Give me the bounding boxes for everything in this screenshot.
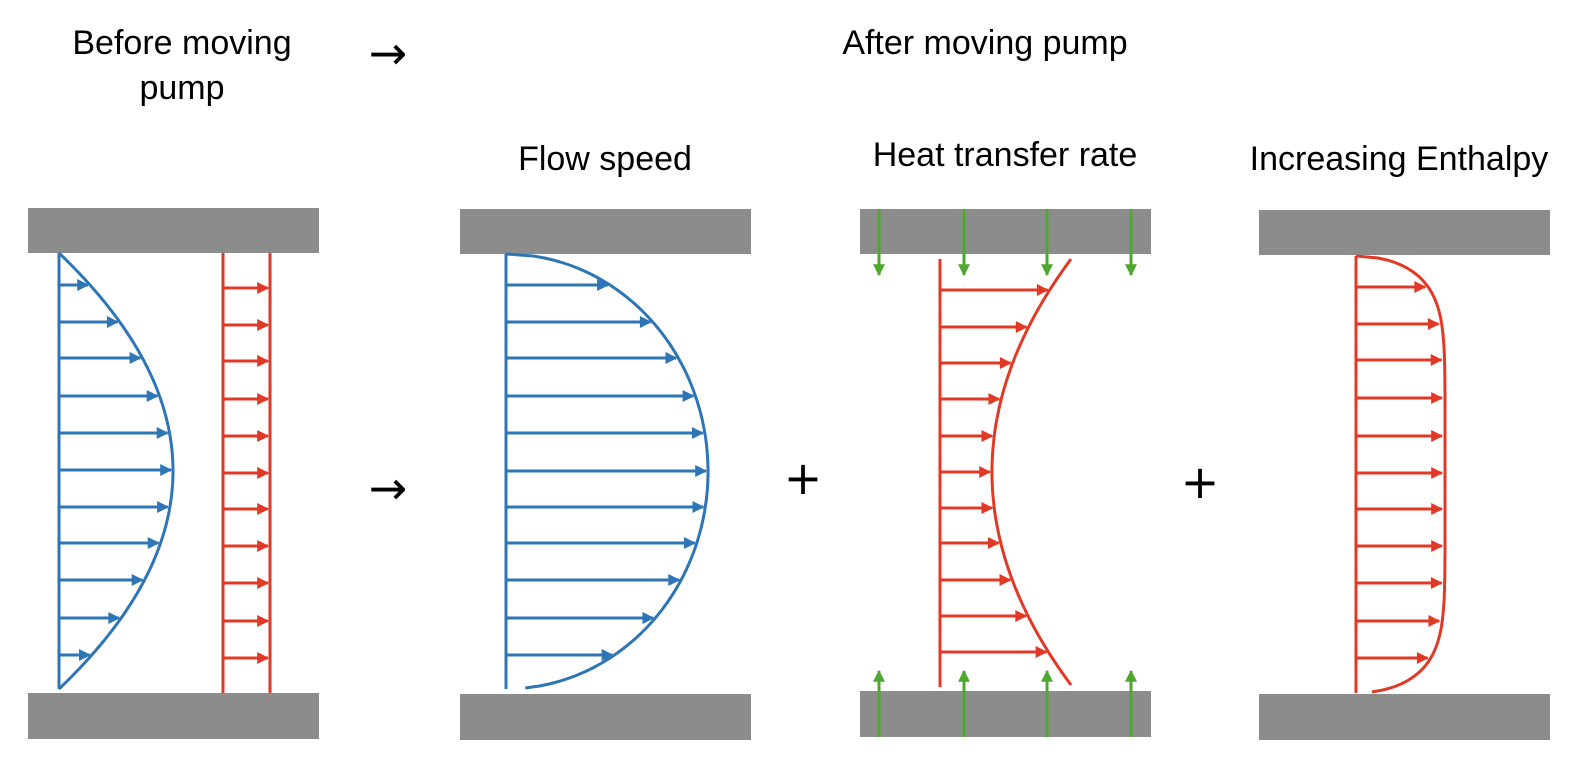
panel-before — [28, 208, 319, 739]
enthalpy-title: Increasing Enthalpy — [1250, 140, 1549, 178]
before-title-line2: pump — [139, 69, 224, 107]
heat-rate-curve — [990, 258, 1073, 686]
heat-transfer-profile — [938, 258, 1073, 687]
panel-enthalpy — [1259, 210, 1550, 740]
flow-profile-blue — [57, 251, 175, 691]
heat-transfer-title: Heat transfer rate — [873, 136, 1138, 174]
flow-speed-profile — [504, 252, 710, 690]
top-wall — [28, 208, 319, 253]
panel-flow-speed — [460, 209, 751, 740]
heat-flux-arrows — [873, 209, 1137, 737]
operator-arrow-icon: → — [369, 461, 408, 515]
bottom-wall — [460, 694, 751, 740]
operator-plus-1: + — [784, 451, 823, 505]
enthalpy-curve — [1355, 254, 1447, 694]
before-title-line1: Before moving — [72, 24, 291, 62]
top-wall — [1259, 210, 1550, 255]
velocity-curve — [505, 252, 710, 690]
operator-plus-2: + — [1181, 455, 1220, 509]
flow-speed-title: Flow speed — [518, 140, 692, 178]
top-wall — [860, 209, 1151, 254]
top-wall — [460, 209, 751, 254]
after-title: After moving pump — [842, 24, 1127, 62]
header-arrow-icon: → — [369, 26, 408, 80]
bottom-wall — [860, 691, 1151, 737]
bottom-wall — [1259, 694, 1550, 740]
panel-heat-transfer — [860, 209, 1151, 737]
enthalpy-profile — [1354, 254, 1447, 694]
velocity-curve — [57, 251, 175, 691]
uniform-profile-red — [221, 253, 272, 693]
bottom-wall — [28, 693, 319, 739]
